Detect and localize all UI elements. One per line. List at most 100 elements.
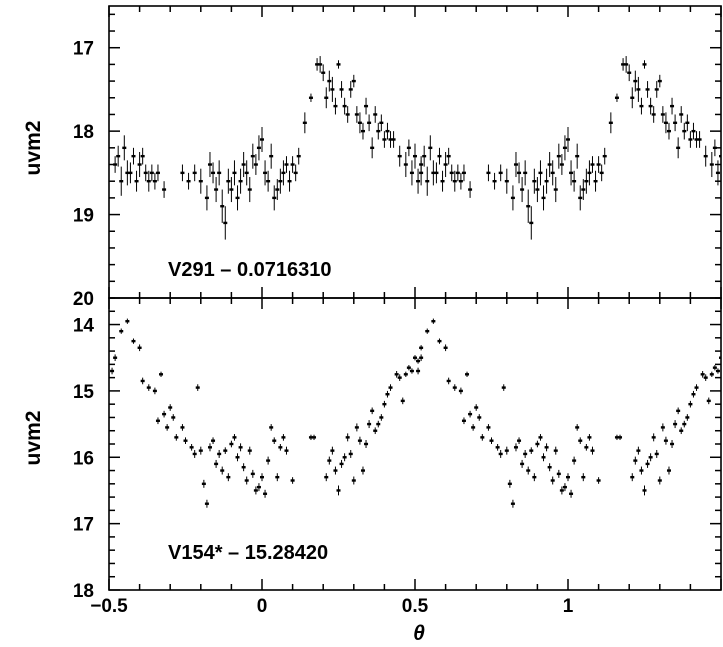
point-marker <box>364 442 369 446</box>
top-panel-label: V291 – 0.0716310 <box>168 259 332 281</box>
data-point <box>247 446 252 455</box>
data-point <box>339 81 344 98</box>
data-point <box>691 390 696 398</box>
data-point <box>351 476 356 485</box>
data-point <box>315 58 320 71</box>
point-marker <box>666 129 671 133</box>
data-point <box>220 466 225 475</box>
data-point <box>657 74 662 88</box>
point-marker <box>403 373 408 376</box>
point-marker <box>575 154 580 158</box>
point-marker <box>232 171 237 175</box>
data-point <box>373 427 378 435</box>
point-marker <box>526 205 531 208</box>
data-point <box>685 114 690 132</box>
point-marker <box>406 146 411 150</box>
point-marker <box>198 180 203 183</box>
data-point <box>229 177 234 203</box>
data-point <box>596 477 601 484</box>
point-marker <box>651 436 656 439</box>
data-point <box>529 447 534 454</box>
data-point <box>391 131 396 148</box>
point-marker <box>324 96 329 99</box>
data-point <box>544 168 549 194</box>
data-point <box>345 106 350 123</box>
point-marker <box>235 456 240 459</box>
data-point <box>422 145 427 167</box>
bottom-panel-data-points <box>110 318 721 508</box>
point-marker <box>409 369 414 373</box>
data-point <box>688 400 693 408</box>
data-point <box>318 56 323 73</box>
data-point <box>703 145 708 167</box>
data-point <box>287 170 292 192</box>
data-points <box>110 318 721 508</box>
point-marker <box>532 475 537 479</box>
data-point <box>578 185 583 211</box>
data-point <box>281 160 286 186</box>
data-point <box>207 443 212 452</box>
data-point <box>670 97 675 115</box>
data-point <box>226 473 231 482</box>
x-tick-label: 1 <box>563 596 574 617</box>
data-point <box>449 164 454 182</box>
data-point <box>562 483 567 492</box>
data-point <box>621 58 626 71</box>
point-marker <box>584 446 589 449</box>
point-marker <box>633 79 638 83</box>
point-marker <box>452 386 457 389</box>
data-point <box>192 449 197 458</box>
data-point <box>529 206 534 240</box>
point-marker <box>703 376 708 379</box>
point-marker <box>709 163 714 166</box>
bottom-panel: 14 15 16 17 18 −0.5 0 0.5 1 uvm2 V154* – 15.284… <box>22 297 722 645</box>
point-marker <box>566 475 570 479</box>
data-point <box>235 453 240 462</box>
point-marker <box>703 154 708 158</box>
data-point <box>376 122 381 140</box>
point-marker <box>529 449 534 452</box>
point-marker <box>247 188 252 191</box>
data-point <box>263 160 268 186</box>
data-point <box>663 112 668 134</box>
data-point <box>152 172 157 190</box>
point-marker <box>636 449 641 452</box>
data-point <box>168 404 173 411</box>
data-point <box>308 93 313 102</box>
data-point <box>513 152 518 178</box>
point-marker <box>308 436 313 439</box>
data-point <box>443 344 448 352</box>
data-point <box>293 164 298 182</box>
point-marker <box>226 475 231 479</box>
data-point <box>562 135 567 161</box>
data-point <box>468 181 473 198</box>
point-marker <box>541 196 546 200</box>
point-marker <box>159 373 164 376</box>
data-point <box>284 156 289 173</box>
data-point <box>633 456 638 465</box>
data-point <box>556 469 561 478</box>
data-point <box>709 371 714 377</box>
data-point <box>651 106 656 123</box>
point-marker <box>400 399 405 403</box>
data-point <box>587 160 592 186</box>
point-marker <box>676 409 681 413</box>
point-marker <box>719 154 721 158</box>
data-point <box>364 97 369 115</box>
point-marker <box>272 439 277 442</box>
point-marker <box>183 439 188 442</box>
data-point <box>495 444 500 451</box>
data-point <box>263 489 268 498</box>
bottom-panel-label: V154* – 15.28420 <box>168 542 328 564</box>
point-marker <box>125 320 130 323</box>
top-panel: 17 18 19 20 uvm2 V291 – 0.0716310 <box>22 5 722 310</box>
point-marker <box>556 154 561 158</box>
data-point <box>110 367 115 375</box>
point-marker <box>281 171 286 175</box>
data-point <box>446 147 451 165</box>
point-marker <box>232 436 237 439</box>
data-point <box>379 414 384 421</box>
point-marker <box>523 452 528 456</box>
data-point <box>250 143 255 169</box>
data-point <box>409 160 414 186</box>
